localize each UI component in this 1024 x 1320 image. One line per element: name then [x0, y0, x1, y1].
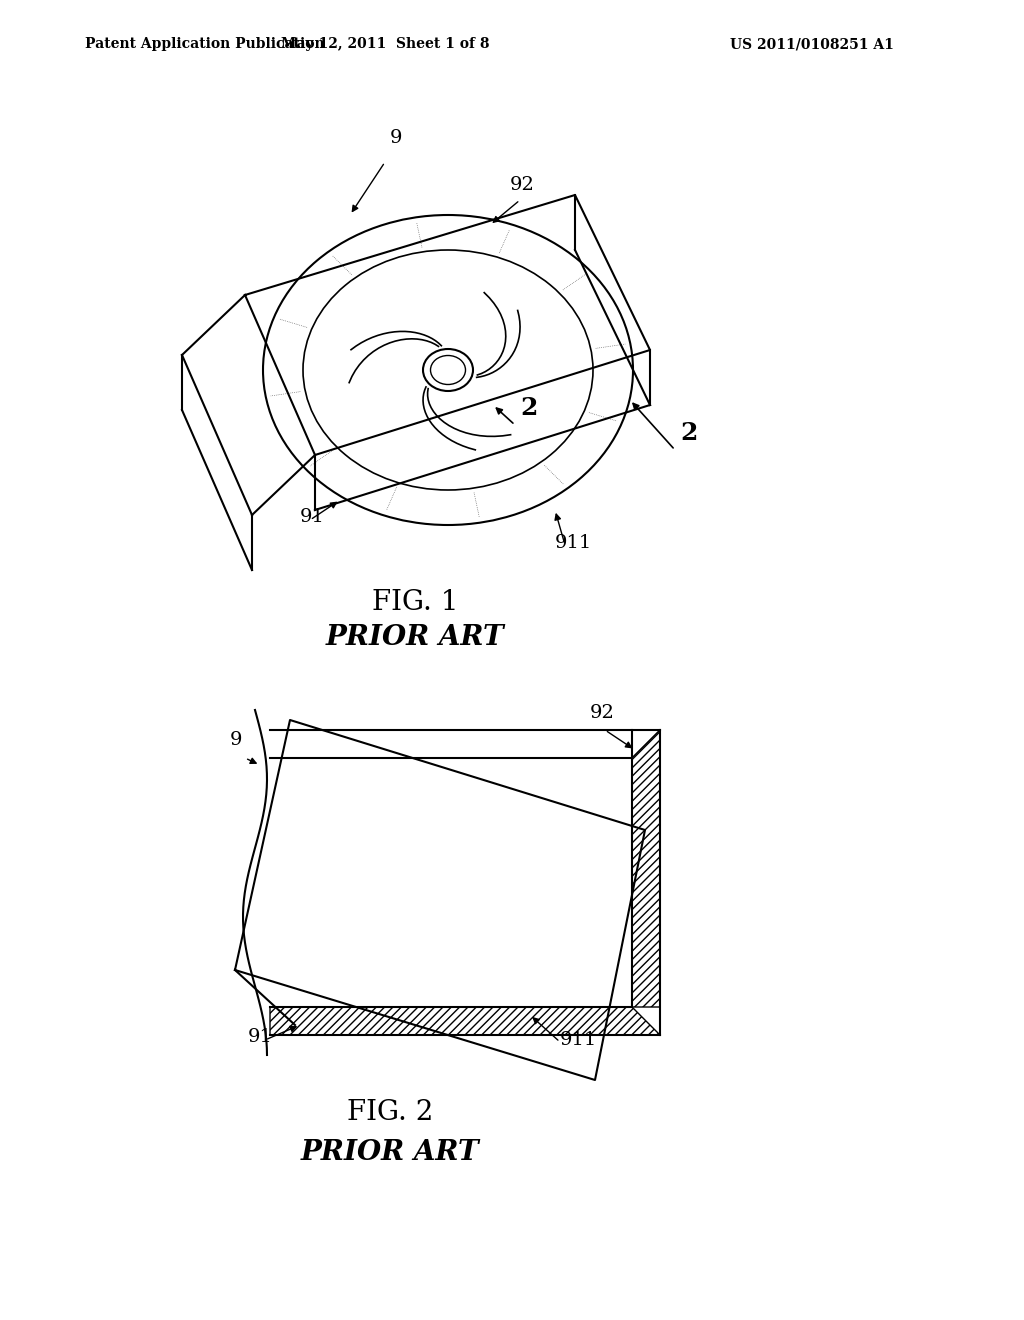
Polygon shape [270, 1007, 660, 1035]
Text: 2: 2 [520, 396, 538, 420]
Text: PRIOR ART: PRIOR ART [326, 624, 504, 651]
Text: Patent Application Publication: Patent Application Publication [85, 37, 325, 51]
Polygon shape [632, 730, 660, 1007]
Text: US 2011/0108251 A1: US 2011/0108251 A1 [730, 37, 894, 51]
Text: 92: 92 [590, 704, 614, 722]
Text: 91: 91 [248, 1028, 272, 1045]
Text: 911: 911 [555, 535, 592, 552]
Text: 9: 9 [230, 731, 243, 748]
Text: PRIOR ART: PRIOR ART [301, 1139, 479, 1166]
Text: 91: 91 [300, 508, 325, 525]
Text: FIG. 1: FIG. 1 [372, 589, 459, 616]
Text: May 12, 2011  Sheet 1 of 8: May 12, 2011 Sheet 1 of 8 [281, 37, 489, 51]
Text: 92: 92 [510, 176, 535, 194]
Text: 911: 911 [560, 1031, 597, 1049]
Text: FIG. 2: FIG. 2 [347, 1100, 433, 1126]
Text: 9: 9 [390, 129, 402, 147]
Text: 2: 2 [680, 421, 697, 445]
